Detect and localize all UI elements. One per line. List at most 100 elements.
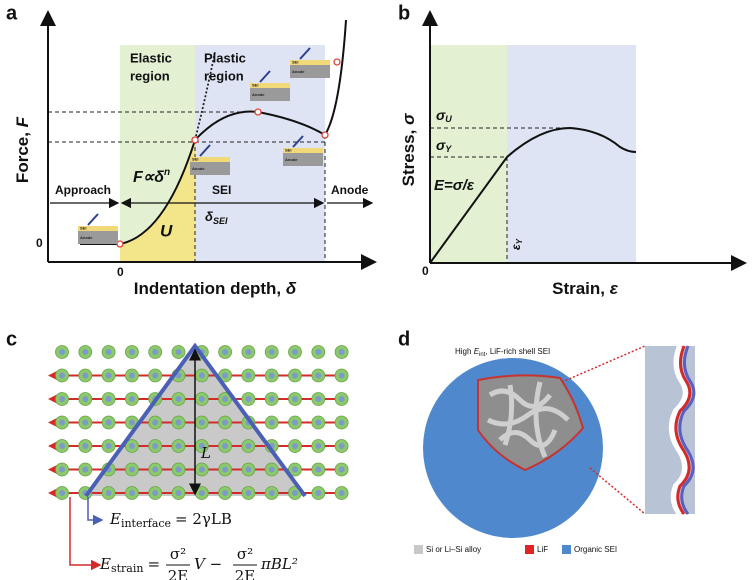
atom-core — [82, 349, 89, 355]
y-zero: 0 — [36, 236, 43, 250]
atom-core — [105, 396, 112, 402]
atom-core — [59, 466, 65, 473]
atom-core — [198, 466, 205, 473]
atom-core — [315, 396, 322, 402]
atom-core — [198, 372, 205, 379]
atom-core — [82, 419, 89, 426]
legend-swatch — [414, 545, 423, 554]
panel-label: a — [6, 2, 18, 24]
elastic-extrapolation — [194, 51, 216, 141]
anode-block — [190, 162, 230, 175]
interface-zoom — [668, 344, 689, 516]
y-axis-text: Force, — [13, 127, 32, 183]
stress-curve — [429, 126, 637, 264]
atom-core — [222, 466, 229, 473]
atom-core — [105, 349, 112, 355]
atom-core — [268, 490, 275, 496]
inset: SEI Anode — [78, 213, 118, 244]
atom-core — [152, 349, 159, 355]
x-axis-title: Indentation depth, δ — [134, 279, 297, 298]
stage-label: Anode — [331, 183, 369, 197]
anode-block — [283, 153, 323, 166]
tip — [299, 47, 311, 60]
atom-core — [128, 466, 135, 473]
atom-core — [82, 396, 89, 402]
sei-layer — [250, 83, 290, 88]
atom-core — [128, 396, 135, 402]
x-zero: 0 — [117, 265, 124, 279]
modulus-label: E=σ/ε — [434, 177, 475, 194]
stage-label: Approach — [55, 183, 111, 197]
region-label: region — [204, 68, 244, 83]
tip — [259, 70, 271, 83]
atom-core — [245, 396, 252, 402]
atom-core — [222, 396, 229, 402]
inset-label: Anode — [252, 92, 265, 97]
atom-core — [152, 443, 159, 449]
numerator: σ² — [237, 545, 253, 563]
atom-core — [315, 443, 322, 449]
inset-label: SEI — [285, 148, 291, 153]
tail: πBL² — [260, 555, 298, 573]
anode-block — [78, 231, 118, 244]
atom-core — [105, 372, 112, 379]
x-axis-text: Indentation depth, — [134, 279, 286, 298]
pointer — [87, 497, 104, 526]
legend-swatch — [562, 545, 571, 554]
legend-label: Organic SEI — [574, 545, 617, 554]
x-axis-title: Strain, ε — [552, 279, 619, 298]
atom-core — [268, 396, 275, 402]
y-axis-var: σ — [399, 113, 418, 125]
panel-title: High Eint, LiF-rich shell SEI — [455, 347, 550, 357]
sub: interface — [121, 517, 171, 530]
panel-d: d High Eint, LiF-rich shell SEI Si or Li… — [398, 328, 696, 554]
y-axis-title: Stress, σ — [399, 113, 418, 186]
sei-layer — [78, 226, 118, 231]
y-axis-text: Stress, — [399, 125, 418, 186]
atom-core — [105, 443, 112, 449]
sei-layer — [290, 60, 330, 65]
atom-core — [315, 466, 322, 473]
region-label: region — [130, 68, 170, 83]
atom-core — [338, 396, 345, 402]
atom-core — [222, 443, 229, 449]
inset: SEI Anode — [190, 144, 230, 175]
plastic-region — [507, 45, 636, 263]
atom-core — [105, 490, 112, 496]
atom-core — [175, 490, 182, 496]
atom-core — [59, 349, 65, 355]
lattice — [48, 345, 349, 500]
atom-core — [82, 372, 89, 379]
sub: Y — [515, 238, 524, 244]
inset: SEI Anode — [283, 135, 323, 166]
atom-core — [59, 490, 65, 496]
atom-core — [338, 419, 345, 426]
cutaway — [477, 374, 585, 472]
atom-core — [268, 466, 275, 473]
atom-core — [222, 490, 229, 496]
inset-label: SEI — [292, 60, 298, 65]
atom-core — [105, 419, 112, 426]
atom-core — [128, 419, 135, 426]
x-axis-text: Strain, — [552, 279, 610, 298]
atom-core — [268, 419, 275, 426]
legend-label: LiF — [537, 545, 548, 554]
atom-core — [175, 466, 182, 473]
title-part: , LiF-rich shell SEI — [485, 347, 550, 356]
pointer — [69, 497, 102, 571]
anode-block — [290, 65, 330, 78]
atom-core — [292, 419, 298, 426]
panel-label: d — [398, 328, 410, 350]
inset-label: SEI — [192, 157, 198, 162]
atom-core — [198, 419, 205, 426]
atom-core — [245, 466, 252, 473]
atom-core — [175, 443, 182, 449]
denominator: 2E — [235, 567, 256, 580]
panel-a: a Elastic region Plastic region Approach… — [6, 2, 377, 298]
origin: 0 — [422, 264, 429, 278]
atom-core — [338, 490, 345, 496]
title-part: High — [455, 347, 474, 356]
sub: strain — [111, 562, 143, 575]
inset: SEI Anode — [250, 70, 290, 101]
region-label: Plastic — [204, 50, 246, 65]
